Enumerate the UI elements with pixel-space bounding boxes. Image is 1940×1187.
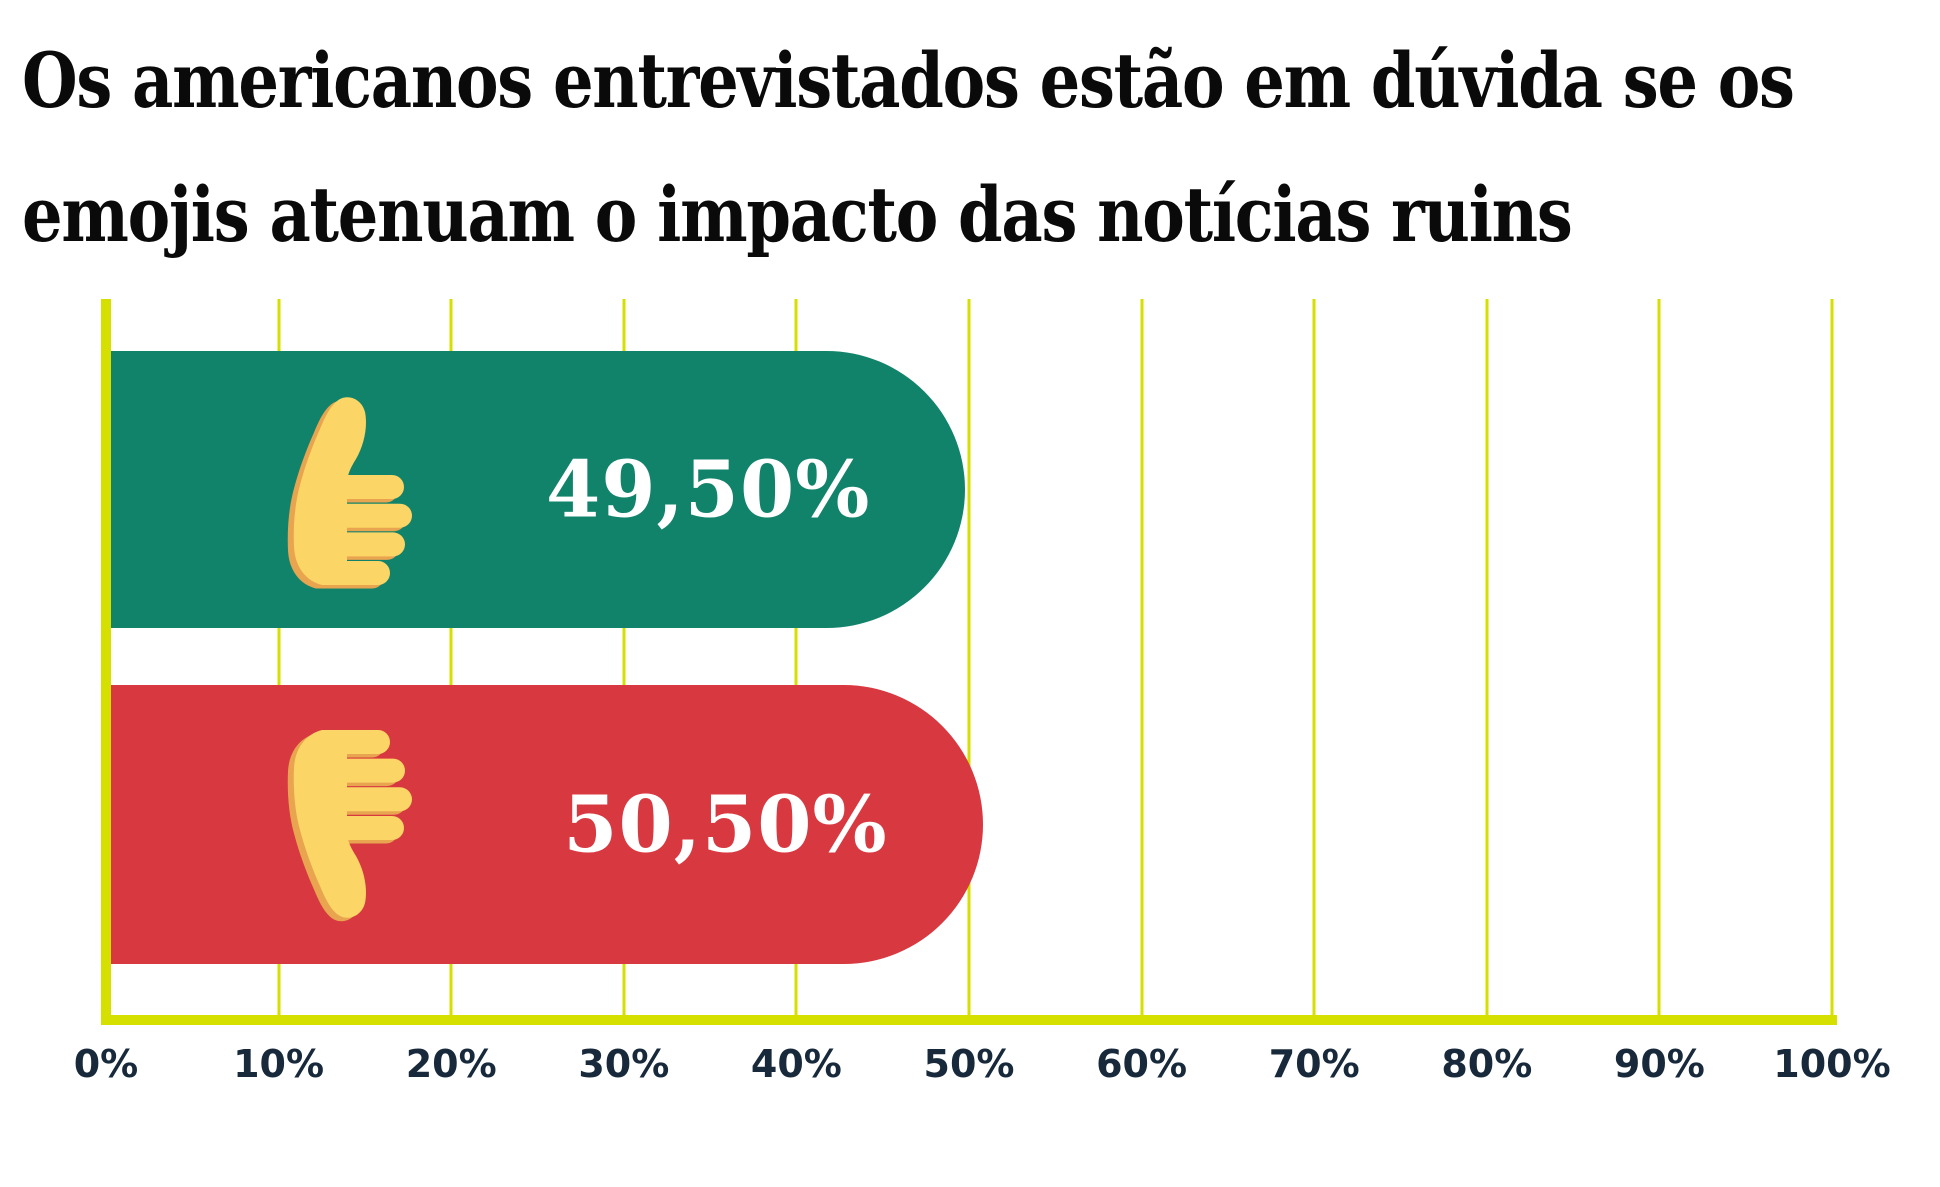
bar-value-thumbs-down: 50,50% <box>563 779 888 870</box>
chart-title: Os americanos entrevistados estão em dúv… <box>22 14 1795 282</box>
x-tick-label: 0% <box>73 1042 139 1086</box>
gridline <box>794 299 798 1015</box>
gridline <box>1830 299 1834 1015</box>
bar-thumbs-down: 50,50% <box>111 685 983 964</box>
thumbs-down-hand <box>293 729 412 918</box>
gridline <box>622 299 626 1015</box>
gridline <box>1657 299 1661 1015</box>
gridline <box>1485 299 1489 1015</box>
x-tick-label: 60% <box>1096 1042 1188 1086</box>
x-axis-tick-labels: 0% 10% 20% 30% 40% 50% 60% 70% 80% 90% 100% <box>74 1042 1891 1102</box>
x-tick-label: 10% <box>233 1042 325 1086</box>
x-axis-line <box>101 1015 1837 1025</box>
gridline <box>1140 299 1144 1015</box>
x-tick-label: 30% <box>578 1042 670 1086</box>
x-tick-label: 40% <box>750 1042 842 1086</box>
x-tick-label: 90% <box>1613 1042 1705 1086</box>
y-axis-line <box>101 299 111 1025</box>
gridline <box>1312 299 1316 1015</box>
thumbs-up-hand <box>293 396 412 585</box>
x-tick-label: 50% <box>923 1042 1015 1086</box>
gridline <box>277 299 281 1015</box>
chart-title-line1: Os americanos entrevistados estão em dúv… <box>22 36 1795 125</box>
x-tick-label: 100% <box>1773 1042 1891 1086</box>
thumbs-up-icon <box>287 396 412 588</box>
thumbs-down-icon <box>287 729 412 921</box>
gridline <box>449 299 453 1015</box>
bar-thumbs-up: 49,50% <box>111 351 966 628</box>
x-tick-label: 20% <box>405 1042 497 1086</box>
x-tick-label: 70% <box>1268 1042 1360 1086</box>
plot-area: 49,50% <box>106 299 1834 1015</box>
x-tick-label: 80% <box>1441 1042 1533 1086</box>
bar-value-thumbs-up: 49,50% <box>545 444 871 535</box>
gridline <box>967 299 971 1015</box>
chart-title-line2: emojis atenuam o impacto das notícias ru… <box>22 170 1573 259</box>
